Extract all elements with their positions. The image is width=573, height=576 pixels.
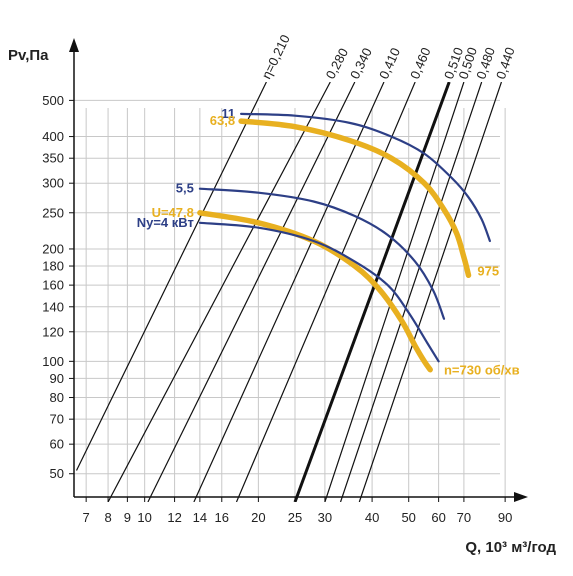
y-tick-label: 70 bbox=[50, 412, 64, 427]
x-tick-label: 90 bbox=[498, 510, 512, 525]
y-tick-label: 180 bbox=[42, 259, 64, 274]
y-tick-label: 400 bbox=[42, 129, 64, 144]
y-tick-label: 350 bbox=[42, 151, 64, 166]
gold-curve bbox=[197, 210, 433, 373]
efficiency-line bbox=[147, 82, 356, 502]
efficiency-line bbox=[193, 82, 385, 502]
y-tick-label: 120 bbox=[42, 324, 64, 339]
y-tick-label: 500 bbox=[42, 93, 64, 108]
x-tick-label: 9 bbox=[124, 510, 131, 525]
y-tick-label: 300 bbox=[42, 176, 64, 191]
y-tick-label: 80 bbox=[50, 390, 64, 405]
curve-label: 5,5 bbox=[176, 181, 194, 196]
efficiency-line bbox=[339, 82, 483, 502]
x-tick-label: 25 bbox=[288, 510, 302, 525]
efficiency-label: 0,280 bbox=[323, 46, 351, 82]
y-tick-label: 140 bbox=[42, 299, 64, 314]
y-tick-label: 90 bbox=[50, 371, 64, 386]
efficiency-line bbox=[358, 82, 503, 502]
efficiency-label: 0,340 bbox=[347, 45, 375, 81]
x-tick-label: 40 bbox=[365, 510, 379, 525]
efficiency-label: 0,460 bbox=[407, 45, 434, 81]
x-tick-label: 16 bbox=[215, 510, 229, 525]
y-tick-label: 50 bbox=[50, 466, 64, 481]
x-tick-label: 14 bbox=[193, 510, 207, 525]
x-tick-label: 10 bbox=[137, 510, 151, 525]
blue-curve bbox=[198, 187, 446, 320]
x-tick-label: 30 bbox=[318, 510, 332, 525]
curve-label: U=47,8 bbox=[152, 205, 194, 220]
y-axis-title: Pv,Па bbox=[8, 47, 49, 64]
x-tick-label: 20 bbox=[251, 510, 265, 525]
efficiency-label: η=0,210 bbox=[259, 32, 293, 81]
x-tick-label: 12 bbox=[167, 510, 181, 525]
gold-curve bbox=[238, 118, 472, 279]
y-tick-label: 250 bbox=[42, 205, 64, 220]
x-tick-label: 8 bbox=[104, 510, 111, 525]
x-axis-arrow bbox=[514, 492, 528, 502]
efficiency-line bbox=[235, 82, 416, 502]
curve-label: Nу=4 кВт bbox=[137, 215, 194, 230]
efficiency-line bbox=[75, 82, 267, 471]
y-tick-labels: 50 60 70 80 90 100 120 140 160 180 200 250 300 350 400… bbox=[42, 93, 74, 481]
x-axis-title: Q, 10³ м³/год bbox=[465, 539, 556, 556]
y-tick-label: 100 bbox=[42, 354, 64, 369]
x-tick-label: 50 bbox=[401, 510, 415, 525]
axes bbox=[69, 38, 528, 502]
efficiency-lines bbox=[75, 82, 503, 502]
y-axis-arrow bbox=[69, 38, 79, 52]
curve-annotation: n=730 об/хв bbox=[444, 363, 520, 378]
y-tick-label: 200 bbox=[42, 241, 64, 256]
x-tick-label: 7 bbox=[83, 510, 90, 525]
blue-curve bbox=[240, 112, 491, 243]
performance-curves bbox=[197, 112, 491, 373]
x-tick-label: 60 bbox=[431, 510, 445, 525]
blue-curve bbox=[198, 221, 440, 363]
curve-annotation: 975 bbox=[477, 264, 499, 279]
curve-label: 63,8 bbox=[210, 113, 235, 128]
y-tick-label: 60 bbox=[50, 437, 64, 452]
efficiency-label: 0,410 bbox=[376, 45, 403, 81]
x-tick-label: 70 bbox=[457, 510, 471, 525]
x-tick-labels: 7 8 9 10 12 14 16 20 25 30 40 50 60 70 90 bbox=[83, 497, 512, 525]
curve-label: 11 bbox=[221, 106, 235, 121]
efficiency-line bbox=[107, 82, 331, 502]
y-tick-label: 160 bbox=[42, 278, 64, 293]
